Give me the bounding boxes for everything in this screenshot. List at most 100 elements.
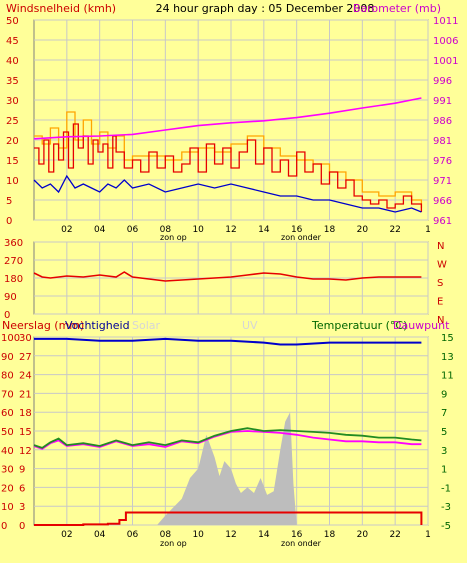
rain-y-tick-label: 6 <box>19 483 25 494</box>
x-tick-label: 14 <box>258 225 270 235</box>
graph-title: 24 hour graph day : 05 December 2008 <box>156 2 375 15</box>
x-tick-label: 14 <box>258 530 270 540</box>
temperature-y-tick-label: -3 <box>441 502 451 513</box>
barometer-y-tick-label: 961 <box>433 216 452 227</box>
wind-y-tick-label: 35 <box>6 76 19 87</box>
avg_wind-series-line <box>33 174 422 213</box>
compass-label: S <box>437 278 443 289</box>
humidity-y-tick-label: 10 <box>1 502 14 513</box>
rain-y-tick-label: 18 <box>19 408 32 419</box>
wind-y-tick-label: 50 <box>6 16 19 27</box>
rain-y-tick-label: 15 <box>19 427 32 438</box>
compass-label: E <box>437 297 443 308</box>
barometer-series-line <box>33 97 422 140</box>
sunrise-label-top: zon op <box>160 233 187 242</box>
barometer-y-tick-label: 971 <box>433 176 452 187</box>
x-tick-label: 22 <box>389 530 400 540</box>
wind-y-tick-label: 30 <box>6 96 19 107</box>
temperature-y-tick-label: -1 <box>441 483 451 494</box>
rain-y-tick-label: 27 <box>19 352 32 363</box>
barometer-y-tick-label: 1011 <box>433 16 458 27</box>
x-tick-label: 12 <box>225 225 236 235</box>
direction-y-tick-label: 180 <box>4 274 23 285</box>
humidity-y-tick-label: 90 <box>1 352 14 363</box>
compass-label: N <box>437 315 444 326</box>
temperature-axis-title: Temperatuur (°C) <box>311 319 407 332</box>
temperature-y-tick-label: 13 <box>441 352 454 363</box>
barometer-y-tick-label: 991 <box>433 96 452 107</box>
wind-y-tick-label: 5 <box>6 196 12 207</box>
temperature-y-tick-label: 11 <box>441 371 454 382</box>
x-tick-label: 08 <box>160 530 172 540</box>
humidity-series-line <box>34 337 422 346</box>
barometer-y-tick-label: 976 <box>433 156 452 167</box>
humidity-y-tick-label: 40 <box>1 446 14 457</box>
direction-y-tick-label: 90 <box>4 292 17 303</box>
rain-y-tick-label: 0 <box>19 521 25 532</box>
wind-y-tick-label: 40 <box>6 56 19 67</box>
rain-y-tick-label: 30 <box>19 333 32 344</box>
rain-y-tick-label: 3 <box>19 502 25 513</box>
temperature-y-tick-label: 9 <box>441 389 447 400</box>
dewpoint-axis-title: Dauwpunt <box>393 319 450 332</box>
x-tick-label: 04 <box>94 225 106 235</box>
wind-y-tick-label: 0 <box>6 216 12 227</box>
temperature-y-tick-label: 5 <box>441 427 447 438</box>
x-tick-label: 06 <box>127 225 139 235</box>
compass-label: N <box>437 241 444 252</box>
wind-y-tick-label: 45 <box>6 36 19 47</box>
humidity-y-tick-label: 70 <box>1 389 14 400</box>
direction-series-line <box>33 271 422 282</box>
wind-y-tick-label: 15 <box>6 156 19 167</box>
x-tick-label: 20 <box>357 530 369 540</box>
temperature-y-tick-label: 15 <box>441 333 454 344</box>
humidity-axis-title: Vochtigheid <box>65 319 130 332</box>
uv-axis-title: UV <box>242 319 258 332</box>
x-tick-label: 1 <box>425 225 431 235</box>
rain-series-line <box>34 511 423 526</box>
wind-y-tick-label: 25 <box>6 116 19 127</box>
humidity-y-tick-label: 100 <box>1 333 20 344</box>
solar-axis-title: Solar <box>132 319 161 332</box>
direction-y-tick-label: 360 <box>4 238 23 249</box>
barometer-y-tick-label: 981 <box>433 136 452 147</box>
wind-y-tick-label: 10 <box>6 176 19 187</box>
x-tick-label: 08 <box>160 225 172 235</box>
wind-y-tick-label: 20 <box>6 136 19 147</box>
x-tick-label: 12 <box>225 530 236 540</box>
direction-y-tick-label: 0 <box>4 310 10 321</box>
humidity-y-tick-label: 60 <box>1 408 14 419</box>
x-tick-label: 1 <box>425 530 431 540</box>
sunrise-label-bottom: zon op <box>160 539 187 548</box>
solar-area <box>34 412 422 525</box>
x-tick-label: 10 <box>192 530 204 540</box>
rain-y-tick-label: 24 <box>19 371 32 382</box>
wind-axis-title: Windsnelheid (kmh) <box>6 2 116 15</box>
series-layer <box>33 97 423 526</box>
barometer-axis-title: Barometer (mb) <box>353 2 441 15</box>
rain-y-tick-label: 21 <box>19 389 32 400</box>
rain-y-tick-label: 12 <box>19 446 32 457</box>
x-tick-label: 04 <box>94 530 106 540</box>
direction-y-tick-label: 270 <box>4 256 23 267</box>
x-tick-label: 22 <box>389 225 400 235</box>
humidity-y-tick-label: 0 <box>1 521 7 532</box>
x-tick-label: 16 <box>291 530 303 540</box>
rain-axis-title: Neerslag (mm) <box>2 319 84 332</box>
x-tick-label: 18 <box>324 530 336 540</box>
x-tick-label: 02 <box>61 530 72 540</box>
barometer-y-tick-label: 966 <box>433 196 452 207</box>
x-tick-label: 02 <box>61 225 72 235</box>
compass-label: W <box>437 260 447 271</box>
sunset-label-top: zon onder <box>281 233 322 242</box>
x-tick-label: 10 <box>192 225 204 235</box>
temperature-y-tick-label: 1 <box>441 465 447 476</box>
humidity-y-tick-label: 30 <box>1 465 14 476</box>
barometer-y-tick-label: 1001 <box>433 56 458 67</box>
x-tick-label: 16 <box>291 225 303 235</box>
humidity-y-tick-label: 20 <box>1 483 14 494</box>
x-tick-label: 18 <box>324 225 336 235</box>
temperature-y-tick-label: -5 <box>441 521 451 532</box>
x-tick-label: 06 <box>127 530 139 540</box>
